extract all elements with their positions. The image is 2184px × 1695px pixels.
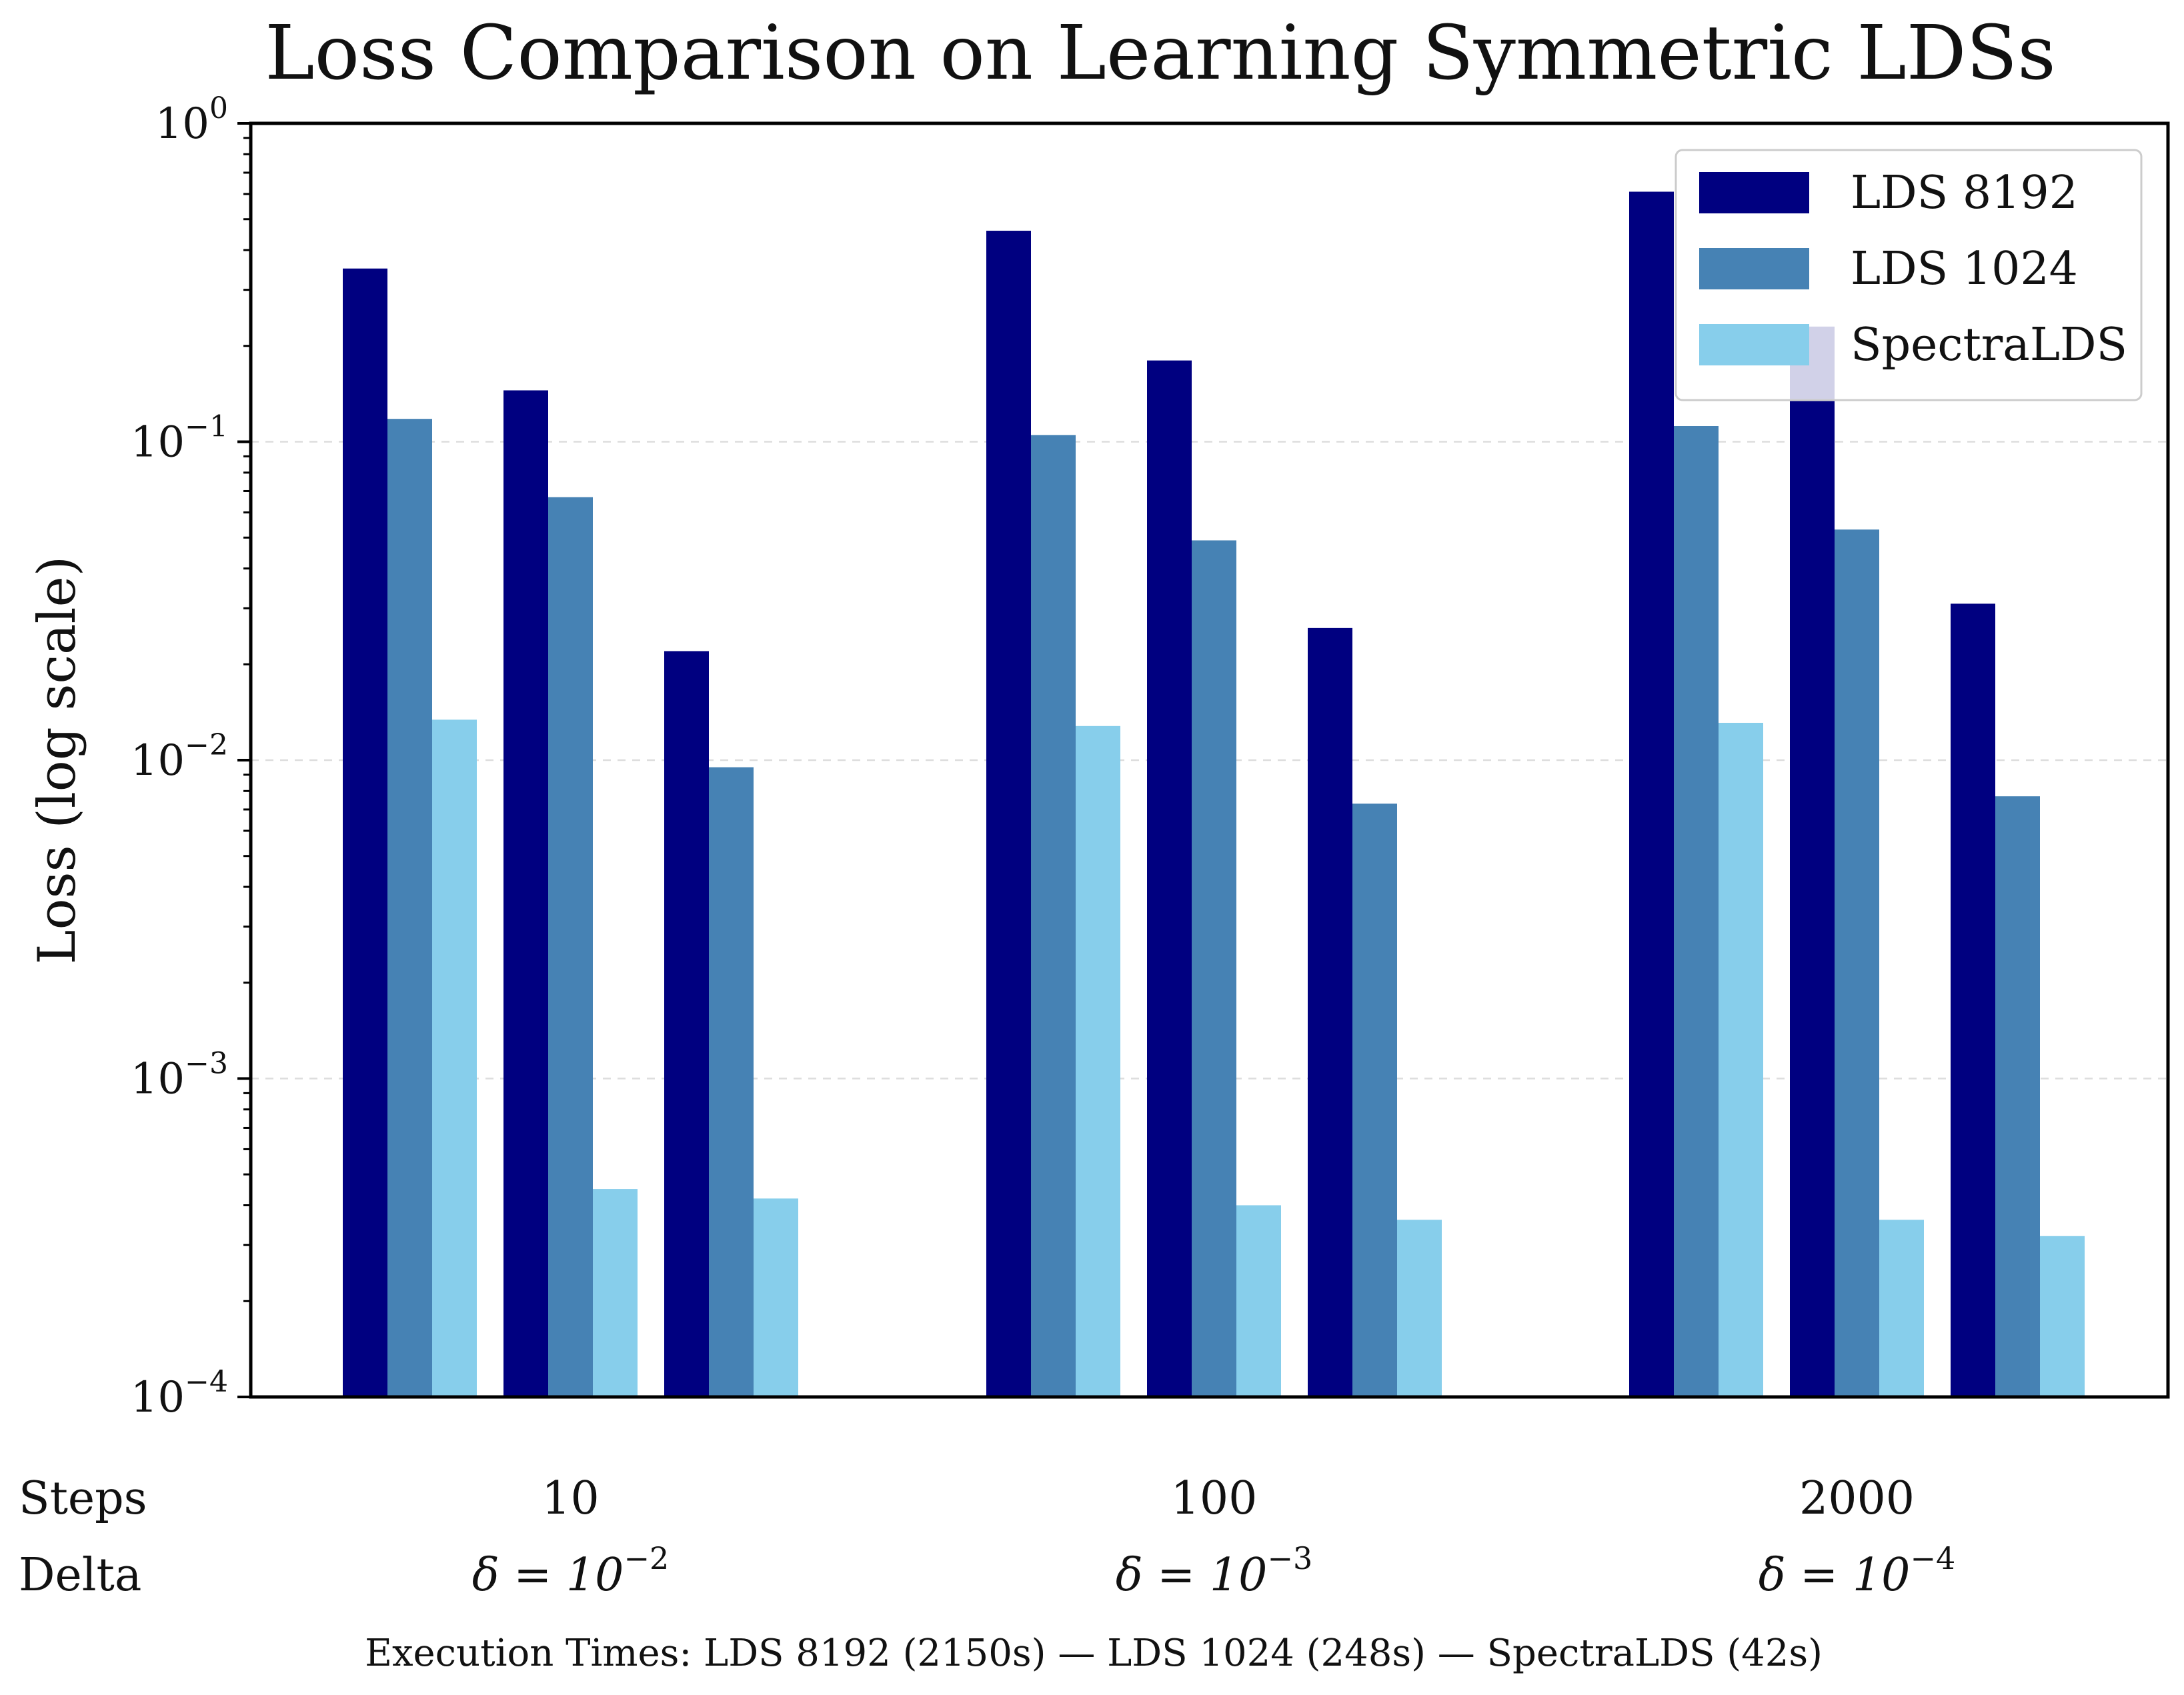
bar-lds-1024 — [1995, 796, 2040, 1397]
steps-row-label: Steps — [19, 1472, 147, 1525]
y-axis-ticks: 100 10−1 10−2 10−3 10−4 — [131, 91, 251, 1422]
bar-lds-8192 — [1951, 603, 1995, 1398]
bar-spectralds — [1236, 1205, 1281, 1397]
bar-lds-8192 — [503, 390, 548, 1397]
bar-lds-8192 — [1790, 326, 1835, 1398]
bar-lds-8192 — [1308, 627, 1352, 1397]
bar-lds-8192 — [1629, 191, 1674, 1397]
bar-lds-8192 — [343, 268, 387, 1397]
bar-spectralds — [1879, 1220, 1924, 1397]
steps-label: 10 — [541, 1472, 600, 1525]
bar-lds-1024 — [1031, 435, 1076, 1397]
bar-spectralds — [2040, 1236, 2085, 1397]
delta-label: δ = 10−2 — [472, 1540, 670, 1602]
bar-spectralds — [432, 719, 477, 1397]
bar-spectralds — [1719, 723, 1763, 1397]
bar-spectralds — [593, 1189, 638, 1397]
legend: LDS 8192 LDS 1024 SpectraLDS — [1675, 149, 2143, 401]
bar-lds-1024 — [709, 767, 754, 1397]
legend-swatch-lds-1024 — [1699, 248, 1809, 289]
chart-title: Loss Comparison on Learning Symmetric LD… — [265, 10, 2055, 97]
delta-row-label: Delta — [19, 1549, 141, 1602]
bar-spectralds — [1076, 725, 1120, 1397]
bar-lds-1024 — [548, 497, 593, 1397]
legend-label-spectralds: SpectraLDS — [1851, 319, 2127, 371]
bar-lds-1024 — [387, 419, 432, 1398]
y-tick-label: 10−4 — [131, 1365, 228, 1422]
delta-label: δ = 10−3 — [1116, 1540, 1313, 1602]
y-tick-label: 10−2 — [131, 728, 228, 785]
bar-spectralds — [754, 1198, 798, 1397]
delta-label: δ = 10−4 — [1759, 1540, 1956, 1602]
y-tick-label: 100 — [155, 91, 228, 149]
bar-lds-8192 — [664, 651, 709, 1397]
y-tick-label: 10−3 — [131, 1047, 228, 1104]
steps-label: 100 — [1171, 1472, 1258, 1525]
bar-lds-1024 — [1352, 803, 1397, 1397]
bar-lds-8192 — [986, 231, 1031, 1397]
execution-times-footer: Execution Times: LDS 8192 (2150s) — LDS … — [365, 1632, 1823, 1675]
legend-label-lds-8192: LDS 8192 — [1851, 167, 2078, 219]
legend-swatch-spectralds — [1699, 324, 1809, 365]
steps-label: 2000 — [1799, 1472, 1915, 1525]
y-tick-label: 10−1 — [131, 410, 228, 467]
bar-lds-8192 — [1147, 360, 1192, 1397]
bar-lds-1024 — [1835, 529, 1879, 1398]
legend-swatch-lds-8192 — [1699, 172, 1809, 213]
bar-lds-1024 — [1674, 425, 1719, 1397]
bar-spectralds — [1397, 1220, 1442, 1397]
bar-lds-1024 — [1192, 540, 1236, 1397]
legend-label-lds-1024: LDS 1024 — [1851, 243, 2078, 295]
y-axis-label: Loss (log scale) — [27, 556, 87, 964]
x-axis-group-labels: 10 δ = 10−2 100 δ = 10−3 2000 δ = 10−4 — [472, 1472, 1956, 1602]
bars-layer — [343, 191, 2085, 1398]
